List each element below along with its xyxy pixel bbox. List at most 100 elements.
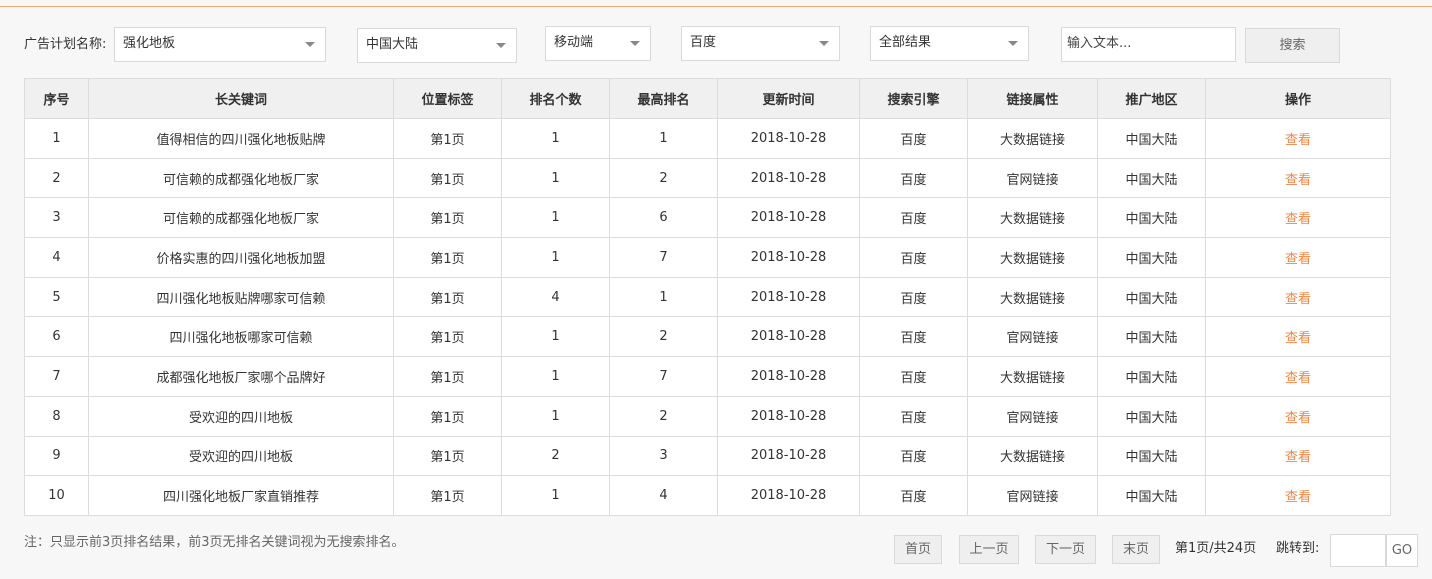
header-cell: 排名个数 — [502, 79, 610, 119]
prev-page[interactable]: 上一页 — [959, 535, 1019, 564]
view-link[interactable]: 查看 — [1284, 172, 1311, 188]
search-button[interactable]: 搜索 — [1245, 28, 1340, 63]
table-cell: 中国大陆 — [1098, 277, 1206, 318]
table-cell: 1 — [502, 238, 610, 278]
page-info: 第1页/共24页 — [1175, 541, 1257, 556]
table-cell: 1 — [25, 119, 89, 159]
table-cell: 查看 — [1206, 158, 1391, 199]
table-row: 8 受欢迎的四川地板 第1页 1 2 2018-10-28 百度 官网链接 中国大陆 查看 — [25, 396, 1391, 437]
search-input[interactable]: 输入文本... — [1061, 27, 1236, 62]
plan-label: 广告计划名称: — [24, 37, 107, 52]
table-row: 9 受欢迎的四川地板 第1页 2 3 2018-10-28 百度 大数据链接 中国大陆 查看 — [25, 436, 1391, 477]
header-cell: 搜索引擎 — [860, 79, 968, 119]
view-link[interactable]: 查看 — [1284, 212, 1311, 228]
header-cell: 位置标签 — [394, 79, 502, 119]
jump-label: 跳转到: — [1276, 541, 1320, 556]
table-cell: 大数据链接 — [968, 277, 1098, 318]
header-cell: 更新时间 — [718, 79, 860, 119]
header-cell: 推广地区 — [1098, 79, 1206, 119]
table-cell: 2018-10-28 — [718, 119, 860, 159]
table-cell: 大数据链接 — [968, 238, 1098, 278]
table-cell: 可信赖的成都强化地板厂家 — [89, 198, 394, 239]
table-cell: 查看 — [1206, 357, 1391, 397]
table-cell: 查看 — [1206, 476, 1391, 516]
table-cell: 官网链接 — [968, 317, 1098, 358]
header-cell: 长关键词 — [89, 79, 394, 119]
next-page[interactable]: 下一页 — [1035, 535, 1096, 564]
table-cell: 第1页 — [394, 238, 502, 278]
table-row: 2 可信赖的成都强化地板厂家 第1页 1 2 2018-10-28 百度 官网链接 中国大陆 查看 — [25, 158, 1391, 199]
table-cell: 6 — [25, 317, 89, 358]
plan-select[interactable]: 强化地板 — [114, 27, 326, 62]
table-cell: 值得相信的四川强化地板贴牌 — [89, 119, 394, 159]
table-cell: 中国大陆 — [1098, 119, 1206, 159]
table-cell: 2 — [25, 158, 89, 199]
table-cell: 中国大陆 — [1098, 476, 1206, 516]
table-cell: 查看 — [1206, 317, 1391, 358]
region-select[interactable]: 中国大陆 — [357, 28, 517, 63]
first-page[interactable]: 首页 — [894, 535, 942, 564]
view-link[interactable]: 查看 — [1284, 450, 1311, 466]
table-cell: 中国大陆 — [1098, 396, 1206, 437]
table-cell: 10 — [25, 476, 89, 516]
table-cell: 第1页 — [394, 396, 502, 437]
view-link[interactable]: 查看 — [1284, 370, 1311, 386]
table-cell: 1 — [502, 158, 610, 199]
table-cell: 8 — [25, 396, 89, 437]
go-button[interactable]: GO — [1386, 534, 1418, 567]
ranking-table: 序号 长关键词 位置标签 排名个数 最高排名 更新时间 搜索引擎 链接属性 推广地区 操作 1 值得相… — [24, 78, 1391, 516]
device-select[interactable]: 移动端 — [545, 26, 651, 61]
table-cell: 中国大陆 — [1098, 436, 1206, 477]
last-page[interactable]: 末页 — [1112, 535, 1160, 564]
table-cell: 1 — [502, 198, 610, 239]
table-cell: 3 — [610, 436, 718, 477]
table-cell: 价格实惠的四川强化地板加盟 — [89, 238, 394, 278]
header-cell: 序号 — [25, 79, 89, 119]
table-cell: 第1页 — [394, 119, 502, 159]
table-cell: 第1页 — [394, 198, 502, 239]
table-cell: 2 — [502, 436, 610, 477]
table-cell: 2018-10-28 — [718, 357, 860, 397]
table-cell: 百度 — [860, 277, 968, 318]
table-cell: 2 — [610, 396, 718, 437]
view-link[interactable]: 查看 — [1284, 490, 1311, 506]
engine-select[interactable]: 百度 — [681, 26, 840, 61]
table-cell: 第1页 — [394, 317, 502, 358]
table-cell: 中国大陆 — [1098, 238, 1206, 278]
view-link[interactable]: 查看 — [1284, 291, 1311, 307]
header-row: 序号 长关键词 位置标签 排名个数 最高排名 更新时间 搜索引擎 链接属性 推广地区 操作 — [25, 79, 1391, 119]
table-cell: 1 — [610, 277, 718, 318]
table-cell: 百度 — [860, 436, 968, 477]
jump-input[interactable] — [1330, 534, 1386, 567]
table-cell: 2018-10-28 — [718, 198, 860, 239]
table-cell: 四川强化地板哪家可信赖 — [89, 317, 394, 358]
table-cell: 百度 — [860, 198, 968, 239]
table-cell: 3 — [25, 198, 89, 239]
table-cell: 百度 — [860, 317, 968, 358]
table-cell: 9 — [25, 436, 89, 477]
table-cell: 大数据链接 — [968, 436, 1098, 477]
table-cell: 四川强化地板厂家直销推荐 — [89, 476, 394, 516]
result-select[interactable]: 全部结果 — [870, 26, 1029, 61]
table-cell: 受欢迎的四川地板 — [89, 436, 394, 477]
top-border — [0, 6, 1432, 7]
view-link[interactable]: 查看 — [1284, 410, 1311, 426]
table-cell: 1 — [502, 357, 610, 397]
table-cell: 7 — [25, 357, 89, 397]
table-cell: 中国大陆 — [1098, 198, 1206, 239]
table-cell: 2 — [610, 317, 718, 358]
table-cell: 第1页 — [394, 436, 502, 477]
table-cell: 4 — [502, 277, 610, 318]
table-cell: 大数据链接 — [968, 119, 1098, 159]
table-cell: 查看 — [1206, 198, 1391, 239]
table-cell: 2018-10-28 — [718, 158, 860, 199]
table-cell: 第1页 — [394, 158, 502, 199]
view-link[interactable]: 查看 — [1284, 251, 1311, 267]
table-cell: 大数据链接 — [968, 198, 1098, 239]
table-cell: 中国大陆 — [1098, 357, 1206, 397]
table-row: 7 成都强化地板厂家哪个品牌好 第1页 1 7 2018-10-28 百度 大数据链接 中国大陆… — [25, 357, 1391, 397]
table-cell: 6 — [610, 198, 718, 239]
table-cell: 1 — [502, 476, 610, 516]
view-link[interactable]: 查看 — [1284, 331, 1311, 347]
view-link[interactable]: 查看 — [1284, 132, 1311, 148]
